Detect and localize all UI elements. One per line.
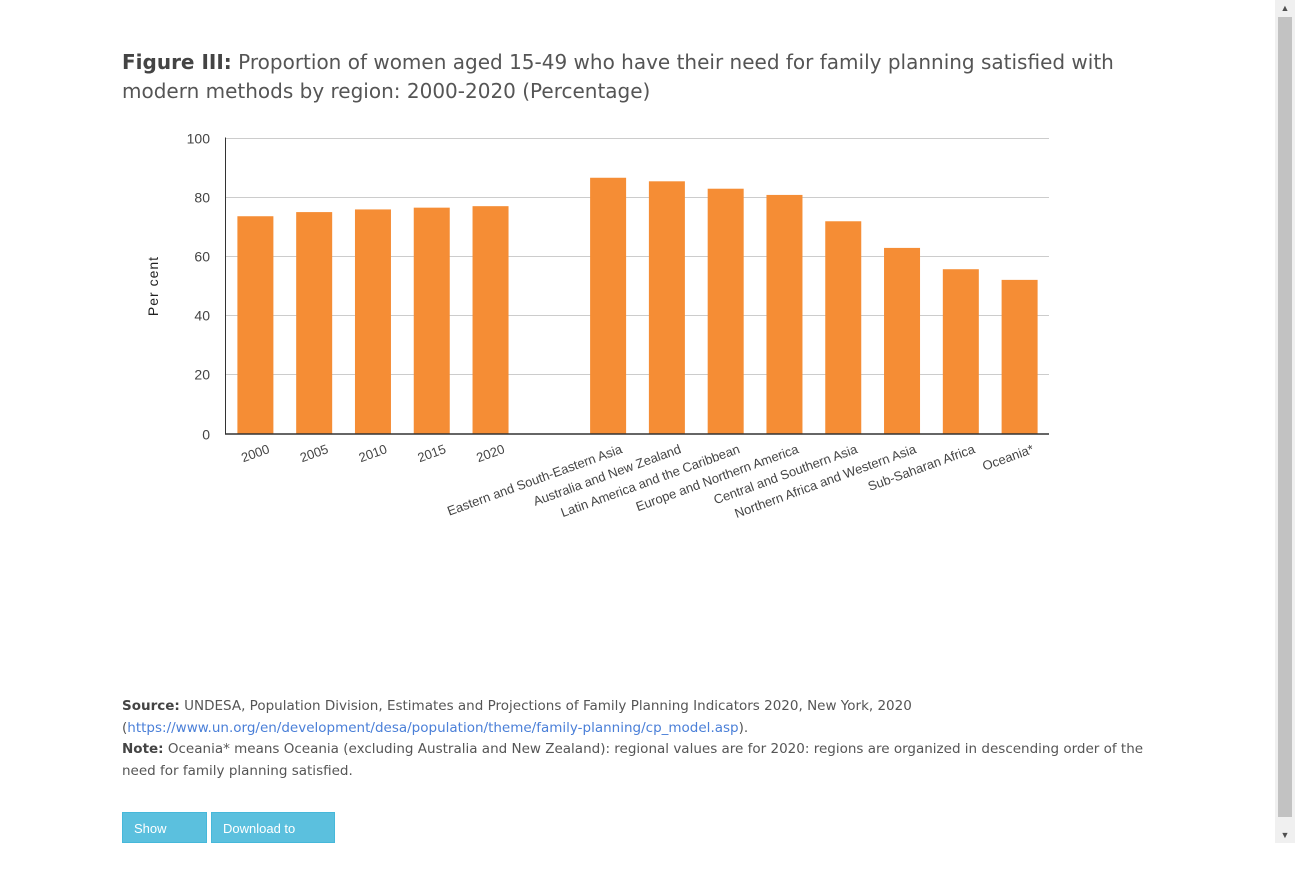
show-data-button[interactable]: Show Data bbox=[122, 812, 207, 867]
source-label: Source: bbox=[122, 698, 180, 714]
bar[interactable] bbox=[237, 216, 274, 434]
bar[interactable] bbox=[296, 212, 333, 434]
note-line: Note: Oceania* means Oceania (excluding … bbox=[122, 739, 1152, 782]
y-axis-title: Per cent bbox=[145, 256, 161, 316]
note-text: Oceania* means Oceania (excluding Austra… bbox=[122, 741, 1144, 779]
note-label: Note: bbox=[122, 741, 164, 757]
y-tick-label: 40 bbox=[194, 308, 210, 324]
figure-label: Figure III: bbox=[122, 50, 232, 74]
x-tick-label: 2005 bbox=[298, 441, 330, 465]
source-line: Source: UNDESA, Population Division, Est… bbox=[122, 696, 1152, 718]
x-tick-label: 2015 bbox=[415, 441, 447, 465]
y-tick-label: 80 bbox=[194, 190, 210, 206]
scroll-down-icon[interactable]: ▼ bbox=[1280, 830, 1290, 840]
bars bbox=[237, 177, 1038, 434]
y-tick-label: 0 bbox=[202, 427, 210, 443]
bar[interactable] bbox=[766, 194, 803, 434]
bar[interactable] bbox=[884, 247, 921, 434]
bar[interactable] bbox=[825, 221, 862, 434]
x-tick-label: 2020 bbox=[474, 441, 506, 465]
download-csv-button[interactable]: Download to CSV bbox=[211, 812, 335, 867]
bar[interactable] bbox=[413, 207, 450, 434]
bar[interactable] bbox=[354, 209, 391, 434]
scroll-up-icon[interactable]: ▲ bbox=[1280, 3, 1290, 13]
bar[interactable] bbox=[1001, 279, 1038, 434]
source-text: UNDESA, Population Division, Estimates a… bbox=[179, 698, 912, 714]
x-tick-label: 2010 bbox=[357, 441, 389, 465]
paren-close: ). bbox=[738, 719, 749, 736]
vertical-scrollbar[interactable]: ▲ ▼ bbox=[1275, 0, 1295, 843]
bar[interactable] bbox=[590, 177, 627, 434]
source-link[interactable]: https://www.un.org/en/development/desa/p… bbox=[127, 719, 739, 736]
y-tick-label: 60 bbox=[194, 249, 210, 265]
x-tick-label: Oceania* bbox=[980, 441, 1035, 473]
scroll-thumb[interactable] bbox=[1278, 17, 1292, 817]
page: Figure III: Proportion of women aged 15-… bbox=[122, 48, 1152, 867]
figure-notes: Source: UNDESA, Population Division, Est… bbox=[122, 696, 1152, 782]
figure-title-text: Proportion of women aged 15-49 who have … bbox=[122, 50, 1114, 103]
bar[interactable] bbox=[472, 206, 509, 434]
figure-title: Figure III: Proportion of women aged 15-… bbox=[122, 48, 1132, 106]
source-link-line: (https://www.un.org/en/development/desa/… bbox=[122, 718, 1152, 740]
paren-open: ( bbox=[122, 719, 128, 736]
y-tick-label: 20 bbox=[194, 367, 210, 383]
y-tick-label: 100 bbox=[187, 131, 211, 147]
bar[interactable] bbox=[707, 188, 744, 434]
bar[interactable] bbox=[648, 181, 685, 434]
bar[interactable] bbox=[942, 269, 979, 434]
grid-lines bbox=[226, 138, 1049, 375]
x-tick-label: 2000 bbox=[239, 441, 271, 465]
axes bbox=[225, 137, 1049, 435]
